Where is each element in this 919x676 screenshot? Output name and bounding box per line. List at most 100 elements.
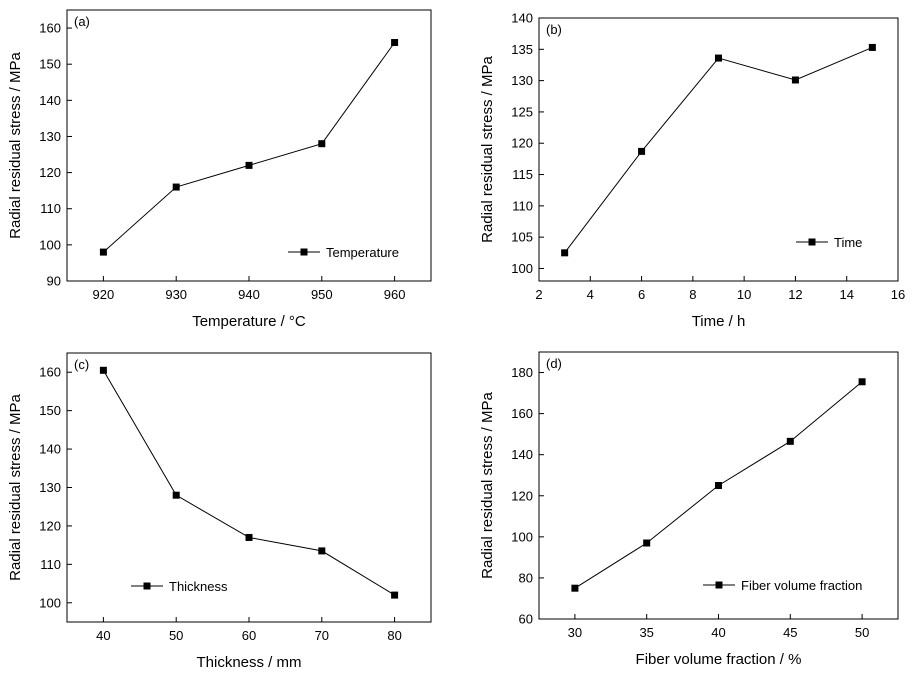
data-point-marker (571, 584, 579, 592)
plot-frame (538, 17, 899, 282)
x-tick-label: 920 (93, 287, 115, 302)
panel-label: (c) (74, 357, 89, 372)
x-tick-label: 8 (689, 287, 696, 302)
data-point-marker (868, 43, 876, 51)
data-point-marker (643, 539, 651, 547)
legend-label: Temperature (326, 245, 399, 260)
x-tick-label: 45 (783, 625, 797, 640)
y-tick-label: 150 (39, 57, 61, 72)
y-tick-label: 110 (40, 557, 61, 572)
data-point-marker (858, 378, 866, 386)
chart-panel-0: 920 930 940 950 960 90 100 110 120 130 140 150 160 Te… (7, 9, 432, 330)
data-point-marker (791, 76, 799, 84)
data-point-marker (561, 249, 569, 257)
x-tick-label: 30 (568, 625, 582, 640)
data-point-marker (245, 533, 253, 541)
legend-marker (808, 238, 816, 246)
x-tick-label: 930 (165, 287, 187, 302)
legend-label: Time (834, 235, 862, 250)
x-tick-label: 80 (387, 628, 401, 643)
panel-label: (b) (546, 22, 562, 37)
x-tick-label: 16 (891, 287, 905, 302)
y-tick-label: 110 (512, 198, 533, 213)
panel-label: (a) (74, 14, 90, 29)
legend-marker (300, 248, 308, 256)
chart-panel-1: 2 4 6 8 10 12 14 16 100 105 110 115 120 125 130 135 140 T… (479, 11, 905, 331)
x-tick-label: 6 (638, 287, 645, 302)
x-tick-label: 2 (535, 287, 542, 302)
x-tick-label: 40 (711, 625, 725, 640)
y-tick-label: 125 (511, 104, 533, 119)
x-tick-label: 4 (587, 287, 594, 302)
y-tick-label: 160 (511, 406, 533, 421)
data-point-marker (638, 147, 646, 155)
plot-frame (66, 352, 432, 623)
y-tick-label: 160 (39, 21, 61, 36)
x-axis-label: Time / h (692, 313, 746, 330)
series-line (564, 46, 873, 254)
y-tick-label: 160 (39, 365, 61, 380)
x-tick-label: 12 (788, 287, 802, 302)
x-axis-label: Temperature / °C (192, 313, 306, 330)
x-tick-label: 14 (839, 287, 853, 302)
y-tick-label: 120 (39, 518, 61, 533)
x-tick-label: 50 (169, 628, 183, 643)
legend-label: Thickness (169, 579, 228, 594)
data-point-marker (318, 140, 326, 148)
x-tick-label: 10 (737, 287, 751, 302)
y-tick-label: 100 (39, 595, 61, 610)
plot-frame (66, 9, 432, 282)
series-line (102, 370, 395, 596)
x-tick-label: 960 (384, 287, 406, 302)
x-axis-label: Thickness / mm (196, 654, 301, 671)
x-axis-label: Fiber volume fraction / % (636, 651, 802, 668)
y-tick-label: 140 (511, 447, 533, 462)
data-point-marker (99, 366, 107, 374)
y-tick-label: 100 (511, 261, 533, 276)
y-tick-label: 60 (519, 612, 533, 627)
y-tick-label: 140 (511, 11, 533, 26)
panel-label: (d) (546, 356, 562, 371)
data-point-marker (318, 547, 326, 555)
y-tick-label: 120 (511, 488, 533, 503)
y-tick-label: 180 (511, 365, 533, 380)
y-tick-label: 120 (39, 165, 61, 180)
x-tick-label: 940 (238, 287, 260, 302)
x-tick-label: 35 (639, 625, 653, 640)
y-tick-label: 105 (511, 230, 533, 245)
data-point-marker (391, 591, 399, 599)
data-point-marker (172, 183, 180, 191)
x-tick-label: 70 (315, 628, 329, 643)
data-point-marker (99, 248, 107, 256)
series-line (103, 42, 396, 253)
data-point-marker (172, 491, 180, 499)
chart-panel-3: 30 35 40 45 50 60 80 100 120 140 160 180 Fiber volum… (479, 351, 899, 668)
data-point-marker (786, 437, 794, 445)
y-axis-label: Radial residual stress / MPa (7, 393, 24, 580)
y-tick-label: 80 (519, 570, 533, 585)
y-tick-label: 90 (47, 274, 61, 289)
data-point-marker (245, 161, 253, 169)
y-tick-label: 140 (39, 442, 61, 457)
y-tick-label: 140 (39, 93, 61, 108)
y-tick-label: 100 (39, 237, 61, 252)
legend-marker (143, 582, 151, 590)
legend-label: Fiber volume fraction (741, 578, 862, 593)
legend-marker (715, 581, 723, 589)
chart-panel-2: 40 50 60 70 80 100 110 120 130 140 150 160 Thickness… (7, 352, 432, 671)
x-tick-label: 950 (311, 287, 333, 302)
y-tick-label: 120 (511, 136, 533, 151)
y-tick-label: 130 (511, 73, 533, 88)
y-tick-label: 135 (511, 42, 533, 57)
y-axis-label: Radial residual stress / MPa (479, 55, 496, 242)
y-tick-label: 100 (511, 529, 533, 544)
data-point-marker (391, 39, 399, 47)
y-tick-label: 110 (40, 201, 61, 216)
y-tick-label: 150 (39, 403, 61, 418)
y-tick-label: 130 (39, 129, 61, 144)
y-axis-label: Radial residual stress / MPa (479, 391, 496, 578)
x-tick-label: 50 (855, 625, 869, 640)
y-tick-label: 115 (512, 167, 533, 182)
x-tick-label: 60 (242, 628, 256, 643)
